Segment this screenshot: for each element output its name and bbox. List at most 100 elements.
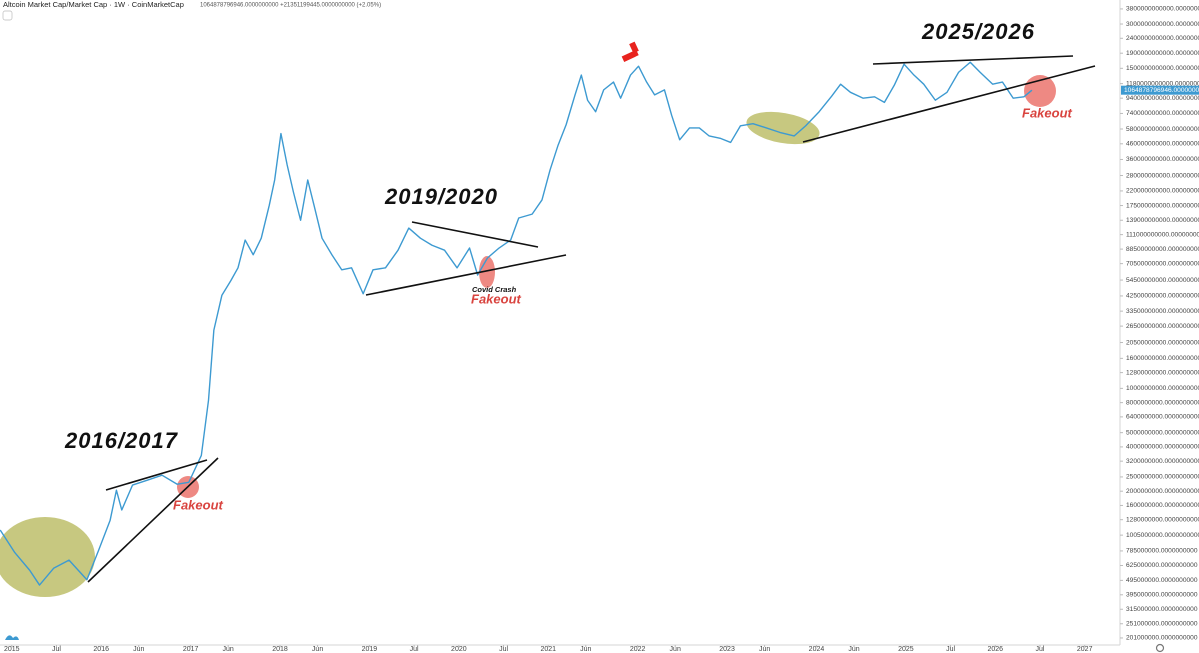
y-tick-label: 1600000000.0000000000 xyxy=(1126,502,1199,509)
y-tick-label: 12800000000.0000000000 xyxy=(1126,369,1199,376)
y-tick-label: 5000000000.0000000000 xyxy=(1126,429,1199,436)
hammer-head xyxy=(621,49,639,62)
trend-line xyxy=(87,457,219,583)
hammer-icon xyxy=(621,41,639,62)
period-label: 2016/2017 xyxy=(64,428,179,453)
trend-lines xyxy=(87,55,1096,583)
x-tick-label: 2022 xyxy=(630,646,646,653)
hammer-handle xyxy=(629,41,639,54)
x-tick-label: Jun xyxy=(670,646,681,653)
fakeout-label: Fakeout xyxy=(1022,105,1073,120)
collapse-button[interactable] xyxy=(2,10,13,21)
x-tick-label: 2021 xyxy=(540,646,556,653)
y-tick-label: 3200000000.0000000000 xyxy=(1126,458,1199,465)
x-tick-label: 2017 xyxy=(183,646,199,653)
y-tick-label: 785000000.0000000000 xyxy=(1126,548,1198,555)
fakeout-marker xyxy=(479,256,495,288)
x-tick-label: 2027 xyxy=(1077,646,1093,653)
y-tick-label: 111000000000.0000000000 xyxy=(1126,231,1199,238)
x-tick-label: 2015 xyxy=(4,646,20,653)
y-tick-label: 460000000000.0000000000 xyxy=(1126,141,1199,148)
price-axis: 3800000000000.0000000000 3000000000000.00… xyxy=(1120,6,1199,642)
y-tick-label: 2000000000.0000000000 xyxy=(1126,488,1199,495)
trend-line xyxy=(365,254,567,296)
price-line xyxy=(0,61,1033,586)
x-tick-label: Jun xyxy=(223,646,234,653)
y-tick-label: 33500000000.0000000000 xyxy=(1126,308,1199,315)
y-tick-label: 6400000000.0000000000 xyxy=(1126,414,1199,421)
y-tick-label: 315000000.0000000000 xyxy=(1126,606,1198,613)
last-value-label: 1064878796946.0000000000 xyxy=(1124,87,1199,94)
y-tick-label: 1900000000000.0000000000 xyxy=(1126,50,1199,57)
y-tick-label: 1280000000.0000000000 xyxy=(1126,516,1199,523)
highlight-ellipse xyxy=(0,517,95,597)
fakeout-label: Fakeout xyxy=(173,497,224,512)
y-tick-label: 139000000000.0000000000 xyxy=(1126,217,1199,224)
logo xyxy=(5,635,19,640)
period-label: 2025/2026 xyxy=(921,19,1035,44)
y-tick-label: 70500000000.0000000000 xyxy=(1126,260,1199,267)
x-tick-label: Jul xyxy=(946,646,955,653)
y-tick-label: 2400000000000.0000000000 xyxy=(1126,35,1199,42)
y-tick-label: 10000000000.0000000000 xyxy=(1126,385,1199,392)
y-tick-label: 8000000000.0000000000 xyxy=(1126,399,1199,406)
x-tick-label: Jul xyxy=(52,646,61,653)
y-tick-label: 1180000000000.0000000000 xyxy=(1126,80,1199,87)
chart-title: Altcoin Market Cap/Market Cap · 1W · Coi… xyxy=(3,0,184,9)
y-tick-label: 42500000000.0000000000 xyxy=(1126,293,1199,300)
y-tick-label: 1005000000.0000000000 xyxy=(1126,532,1199,539)
y-tick-label: 201000000.0000000000 xyxy=(1126,635,1198,642)
period-label: 2019/2020 xyxy=(384,184,498,209)
y-tick-label: 580000000000.0000000000 xyxy=(1126,126,1199,133)
trend-line xyxy=(872,55,1074,65)
y-tick-label: 220000000000.0000000000 xyxy=(1126,188,1199,195)
x-tick-label: Jun xyxy=(580,646,591,653)
x-tick-label: Jun xyxy=(759,646,770,653)
y-tick-label: 88500000000.0000000000 xyxy=(1126,246,1199,253)
x-tick-label: 2016 xyxy=(93,646,109,653)
x-tick-label: Jul xyxy=(499,646,508,653)
chart-subtitle: 1064878796946.0000000000 +21351199445.00… xyxy=(200,3,381,9)
settings-button[interactable] xyxy=(1155,643,1165,653)
y-tick-label: 625000000.0000000000 xyxy=(1126,562,1198,569)
y-tick-label: 175000000000.0000000000 xyxy=(1126,202,1199,209)
y-tick-label: 20500000000.0000000000 xyxy=(1126,339,1199,346)
y-tick-label: 360000000000.0000000000 xyxy=(1126,156,1199,163)
y-tick-label: 740000000000.0000000000 xyxy=(1126,110,1199,117)
highlight-ellipse xyxy=(746,111,820,145)
y-tick-label: 940000000000.0000000000 xyxy=(1126,95,1199,102)
x-tick-label: Jun xyxy=(848,646,859,653)
trend-line xyxy=(411,221,539,248)
last-value-tag xyxy=(1121,85,1199,95)
y-tick-label: 2500000000.0000000000 xyxy=(1126,474,1199,481)
x-tick-label: Jul xyxy=(410,646,419,653)
x-tick-label: 2018 xyxy=(272,646,288,653)
x-tick-label: 2024 xyxy=(809,646,825,653)
y-tick-label: 54500000000.0000000000 xyxy=(1126,277,1199,284)
y-tick-label: 280000000000.0000000000 xyxy=(1126,172,1199,179)
y-tick-label: 3000000000000.0000000000 xyxy=(1126,21,1199,28)
y-tick-label: 4000000000.0000000000 xyxy=(1126,444,1199,451)
y-tick-label: 26500000000.0000000000 xyxy=(1126,323,1199,330)
y-tick-label: 3800000000000.0000000000 xyxy=(1126,6,1199,13)
covid-label: Covid Crash xyxy=(472,285,517,294)
x-tick-label: 2025 xyxy=(898,646,914,653)
x-tick-label: 2023 xyxy=(719,646,735,653)
x-tick-label: 2020 xyxy=(451,646,467,653)
y-tick-label: 395000000.0000000000 xyxy=(1126,592,1198,599)
x-tick-label: 2019 xyxy=(362,646,378,653)
y-tick-label: 16000000000.0000000000 xyxy=(1126,355,1199,362)
x-tick-label: 2026 xyxy=(987,646,1003,653)
overlay xyxy=(0,75,1056,597)
time-axis: 2015 Jul 2016 Jun 2017 Jun 2018 Jun 2019 Jul 2020 J… xyxy=(4,645,1093,653)
y-tick-label: 251000000.0000000000 xyxy=(1126,621,1198,628)
y-tick-label: 495000000.0000000000 xyxy=(1126,577,1198,584)
x-tick-label: Jul xyxy=(1036,646,1045,653)
x-tick-label: Jun xyxy=(133,646,144,653)
plot xyxy=(0,61,1033,586)
fakeout-label: Fakeout xyxy=(471,291,522,306)
x-tick-label: Jun xyxy=(312,646,323,653)
trend-line xyxy=(802,65,1096,143)
